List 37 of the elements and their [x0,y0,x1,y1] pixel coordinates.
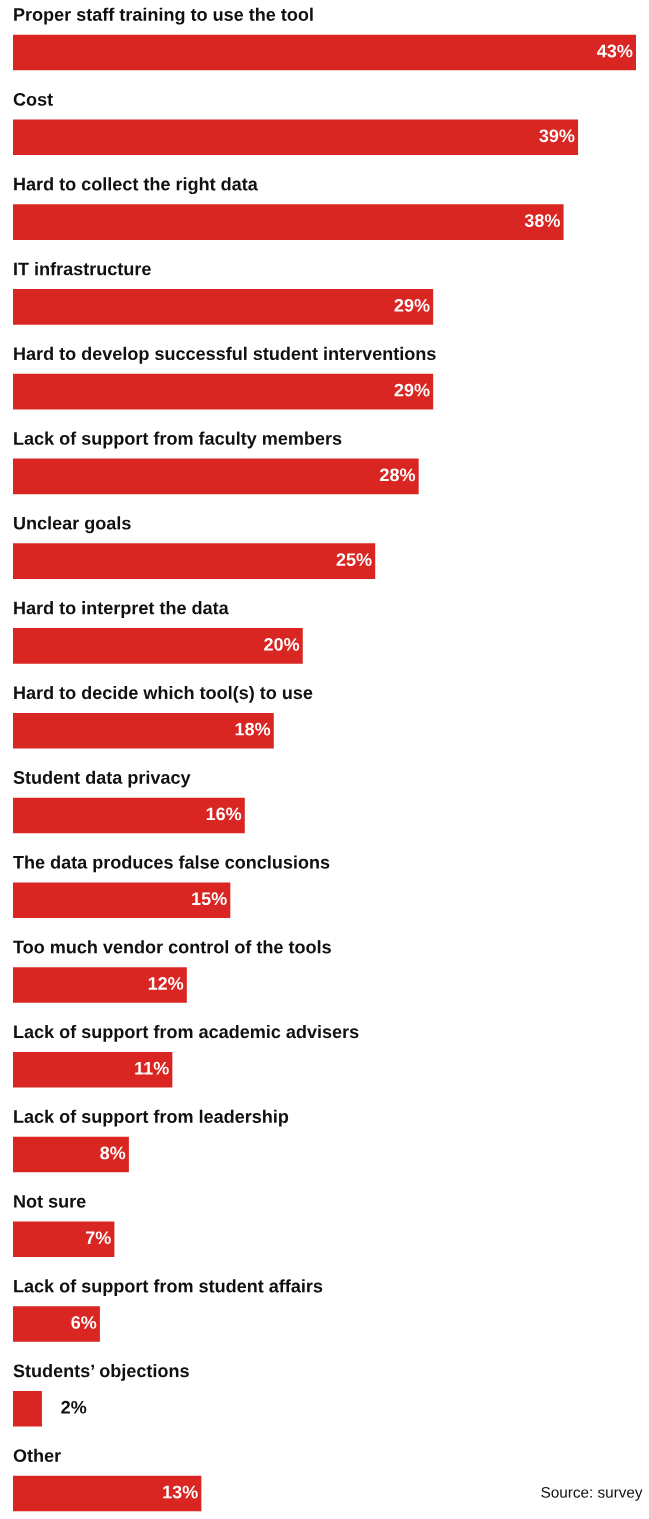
y-tick-label: Hard to interpret the data [14,601,229,618]
y-tick-label: Student data privacy [13,770,191,788]
data-label: 43% [597,44,633,58]
y-tick-label: Hard to collect the right data [14,177,258,195]
y-tick-label: Too much vendor control of the tools [13,940,331,954]
data-label: 7% [85,1231,111,1245]
y-tick-label: Hard to decide which tool(s) to use [14,685,313,703]
y-tick-label: Not sure [14,1195,86,1208]
data-label: 20% [264,637,300,651]
y-tick-label: Cost [13,92,53,106]
y-tick-label: Lack of support from student affairs [14,1279,323,1297]
data-label: 29% [394,383,430,397]
y-tick-label: Proper staff training to use the tool [14,7,313,25]
data-label: 18% [235,722,271,736]
data-label: 2% [61,1400,87,1414]
y-tick-label: The data produces false conclusions [13,855,330,873]
data-label: 29% [394,298,430,312]
y-tick-label: Students’ objections [13,1364,189,1381]
data-label: 16% [206,807,242,821]
annotation: Source: survey [541,1486,643,1501]
data-label: 11% [135,1061,169,1075]
data-label: 38% [524,214,560,227]
data-label: 6% [71,1316,97,1329]
data-label: 8% [100,1146,126,1160]
y-tick-label: Lack of support from leadership [14,1109,289,1127]
data-label: 15% [192,892,227,906]
data-label: 28% [380,468,416,482]
y-tick-label: Lack of support from faculty members [14,431,342,449]
data-label: 12% [148,977,184,990]
y-tick-label: Hard to develop successful student interventions [14,346,436,364]
data-label: 13% [163,1485,198,1499]
y-tick-label: IT infrastructure [14,262,151,276]
data-label: 25% [336,553,372,566]
data-label: 39% [539,129,575,143]
y-tick-label: Other [13,1448,61,1463]
y-tick-label: Lack of support from academic advisers [14,1024,359,1042]
y-tick-label: Unclear goals [14,516,131,534]
